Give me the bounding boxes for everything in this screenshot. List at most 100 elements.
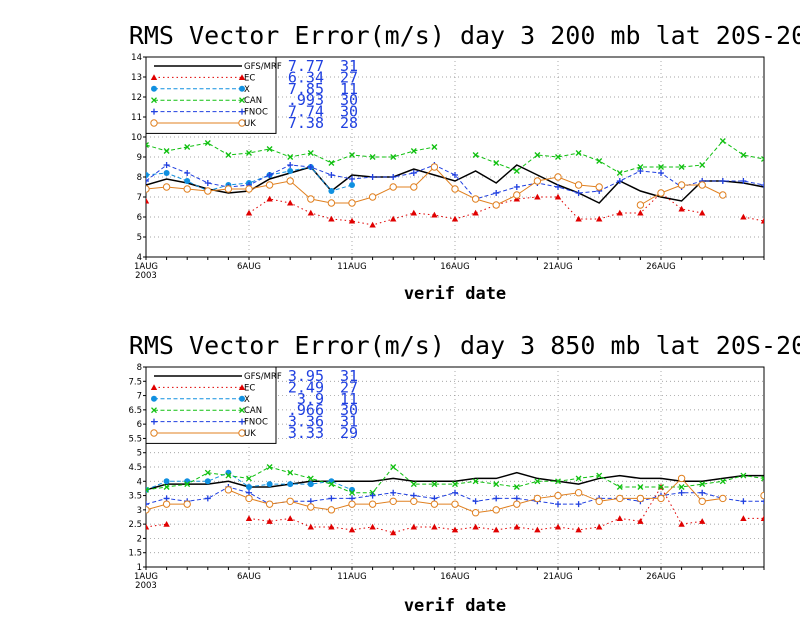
data-point — [452, 172, 458, 178]
data-point — [554, 491, 562, 500]
series-fnoc — [146, 162, 764, 202]
y-tick-label: 4 — [137, 253, 142, 263]
data-point — [287, 168, 294, 174]
data-point — [740, 152, 747, 158]
data-point — [266, 518, 273, 524]
data-point — [575, 501, 582, 508]
data-point — [575, 150, 582, 156]
data-point — [513, 191, 521, 199]
legend-marker — [151, 395, 157, 402]
x-tick-label: 26AUG — [646, 262, 675, 272]
data-point — [699, 209, 706, 216]
data-point — [596, 215, 603, 222]
data-point — [431, 211, 438, 218]
series-line — [248, 486, 703, 534]
data-point — [287, 469, 294, 476]
chart-title: RMS Vector Error(m/s) day 3 850 mb lat 2… — [129, 331, 800, 360]
y-tick-label: 1 — [137, 563, 142, 573]
data-point — [327, 506, 336, 514]
data-point — [307, 503, 315, 511]
data-point — [677, 181, 686, 189]
data-point — [574, 489, 583, 497]
legend: GFS/MRF 3.95 31 EC 2.49 27 X 3.9 11 CAN .966 30 FNOC… — [145, 366, 358, 444]
data-point — [451, 215, 459, 222]
legend-count: 28 — [340, 114, 358, 132]
data-point — [348, 199, 356, 207]
data-point — [658, 170, 664, 176]
x-year-label: 2003 — [135, 581, 157, 591]
data-point — [513, 168, 520, 174]
y-tick-label: 7.5 — [128, 377, 142, 387]
data-point — [328, 481, 335, 488]
data-point — [349, 152, 355, 158]
series-uk — [146, 163, 727, 209]
data-point — [146, 486, 149, 493]
data-point — [245, 515, 253, 521]
data-point — [719, 478, 726, 485]
data-point — [146, 178, 149, 184]
x-tick-label: 1AUG — [134, 572, 158, 582]
data-point — [204, 478, 211, 485]
data-point — [349, 176, 355, 182]
legend-count: 30 — [340, 91, 358, 109]
y-tick-label: 3.5 — [128, 492, 142, 502]
data-point — [328, 215, 335, 222]
data-point — [265, 500, 274, 508]
data-point — [369, 221, 376, 228]
data-point — [349, 182, 355, 188]
legend-name: FNOC — [244, 418, 268, 428]
data-point — [327, 199, 336, 207]
data-point — [266, 464, 273, 470]
data-point — [698, 497, 706, 505]
legend-mean: 3.33 — [288, 424, 324, 442]
data-point — [390, 464, 397, 470]
legend-count: 27 — [340, 378, 358, 396]
data-point — [410, 148, 417, 154]
x-tick-label: 16AUG — [440, 572, 469, 582]
legend-marker — [151, 108, 157, 115]
data-point — [410, 523, 417, 530]
legend-marker — [239, 418, 245, 425]
y-tick-label: 5.5 — [128, 434, 142, 444]
data-point — [555, 154, 561, 160]
data-point — [183, 185, 191, 193]
data-point — [472, 478, 479, 485]
legend-mean: 3.95 — [288, 367, 324, 385]
x-year-label: 2003 — [135, 271, 157, 281]
data-point — [513, 495, 520, 502]
legend-marker — [239, 395, 245, 402]
data-point — [616, 484, 623, 490]
x-tick-label: 21AUG — [543, 572, 572, 582]
x-tick-label: 6AUG — [237, 262, 261, 272]
legend-box — [145, 56, 277, 134]
data-point — [699, 481, 706, 488]
legend-count: 29 — [340, 424, 358, 442]
series-layer — [146, 138, 764, 228]
data-point — [596, 523, 603, 530]
y-tick-label: 6.5 — [128, 406, 142, 416]
legend-marker — [150, 384, 158, 390]
legend-name: CAN — [244, 96, 262, 106]
data-point — [162, 500, 171, 508]
data-point — [719, 191, 727, 199]
data-point — [637, 518, 644, 524]
series-uk — [146, 474, 764, 517]
data-point — [146, 142, 149, 148]
data-point — [452, 481, 458, 488]
data-point — [472, 209, 479, 216]
data-point — [368, 500, 377, 508]
data-point — [452, 489, 458, 496]
data-point — [740, 472, 747, 479]
data-point — [575, 190, 582, 196]
data-point — [183, 500, 191, 508]
series-can — [146, 464, 764, 496]
data-point — [224, 185, 233, 193]
data-point — [616, 178, 623, 184]
data-point — [513, 484, 520, 490]
data-point — [389, 183, 397, 191]
y-tick-label: 11 — [131, 113, 142, 123]
data-point — [472, 152, 479, 158]
data-point — [328, 188, 335, 194]
data-point — [286, 177, 294, 185]
legend-mean: 3.36 — [288, 413, 324, 431]
